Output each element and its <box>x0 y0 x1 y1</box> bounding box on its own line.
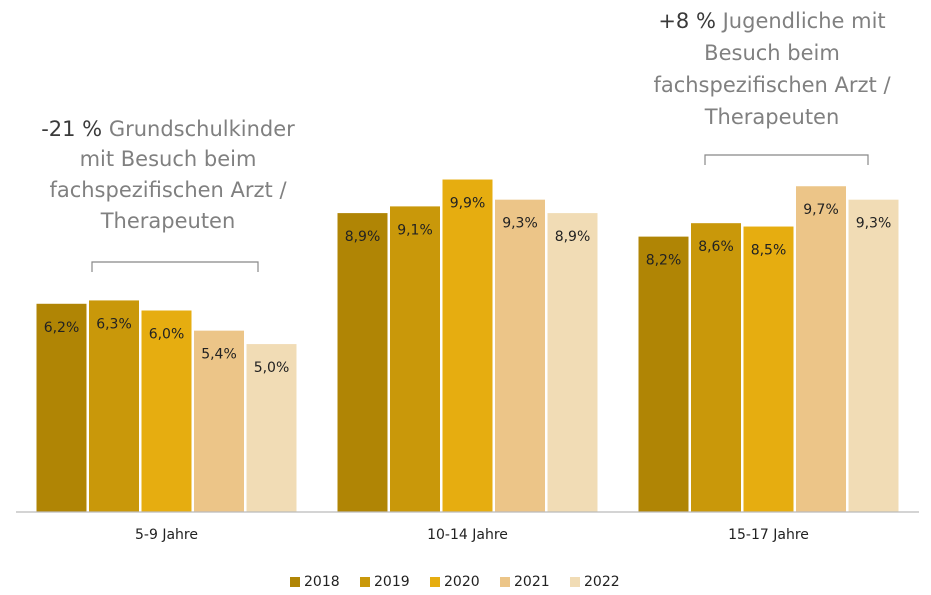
legend-label: 2018 <box>304 574 340 590</box>
legend-label: 2020 <box>444 574 480 590</box>
legend-swatch <box>290 577 300 587</box>
bar <box>442 179 493 512</box>
x-tick-label: 5-9 Jahre <box>135 527 198 543</box>
data-label: 8,9% <box>555 229 591 245</box>
data-label: 9,1% <box>397 222 433 238</box>
annotation: -21 % Grundschulkinder mit Besuch beim f… <box>41 117 295 233</box>
bar <box>638 236 689 512</box>
annotation-text: Grundschulkinder <box>109 117 295 141</box>
bar <box>691 223 741 512</box>
bar <box>36 303 87 512</box>
data-label: 8,2% <box>646 253 682 269</box>
annotation-line: Besuch beim <box>704 41 840 65</box>
bar <box>390 206 440 512</box>
annotation-line: -21 % Grundschulkinder <box>41 117 295 141</box>
bracket <box>91 261 259 272</box>
annotation-text: Jugendliche mit <box>721 9 886 33</box>
legend-swatch <box>570 577 580 587</box>
annotation-line: fachspezifischen Arzt / <box>653 73 891 97</box>
annotation-highlight: -21 % <box>41 117 102 141</box>
annotation: +8 % Jugendliche mit Besuch beim fachspe… <box>653 9 891 129</box>
bar <box>547 213 598 512</box>
x-tick-label: 15-17 Jahre <box>728 527 809 543</box>
bar <box>495 199 545 513</box>
bar <box>89 300 139 512</box>
annotation-line: mit Besuch beim <box>80 147 257 171</box>
legend-swatch <box>500 577 510 587</box>
data-label: 9,3% <box>856 216 892 232</box>
bracket <box>704 154 869 165</box>
bar <box>743 226 794 512</box>
data-label: 6,3% <box>96 316 132 332</box>
bar <box>141 310 192 512</box>
bar <box>848 199 899 513</box>
annotation-line: Therapeuten <box>704 105 840 129</box>
x-tick-label: 10-14 Jahre <box>427 527 508 543</box>
data-label: 5,4% <box>201 347 237 363</box>
data-label: 8,5% <box>751 243 787 259</box>
data-label: 6,0% <box>149 327 185 343</box>
bar <box>246 344 297 512</box>
legend-label: 2021 <box>514 574 550 590</box>
legend-label: 2022 <box>584 574 620 590</box>
bar <box>194 330 244 512</box>
data-label: 8,9% <box>345 229 381 245</box>
data-label: 9,9% <box>450 196 486 212</box>
annotation-line: Therapeuten <box>100 209 236 233</box>
data-label: 9,7% <box>803 202 839 218</box>
bar <box>796 186 846 512</box>
annotation-line: +8 % Jugendliche mit <box>658 9 885 33</box>
data-label: 5,0% <box>254 360 290 376</box>
data-label: 6,2% <box>44 320 80 336</box>
data-label: 8,6% <box>698 239 734 255</box>
bar <box>337 213 388 512</box>
legend-swatch <box>430 577 440 587</box>
legend-label: 2019 <box>374 574 410 590</box>
legend-swatch <box>360 577 370 587</box>
data-label: 9,3% <box>502 216 538 232</box>
annotation-line: fachspezifischen Arzt / <box>49 178 287 202</box>
annotation-highlight: +8 % <box>658 9 716 33</box>
